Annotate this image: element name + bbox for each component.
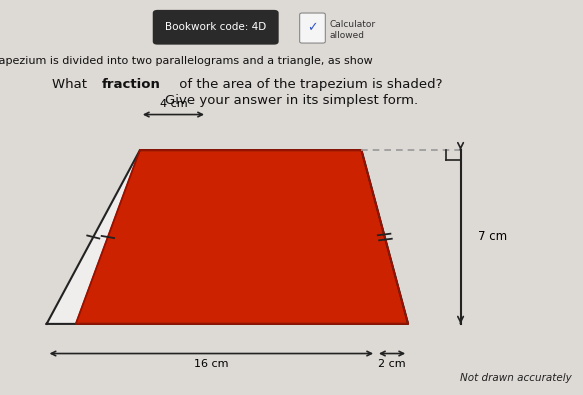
Text: Calculator: Calculator [329, 21, 375, 29]
Polygon shape [76, 150, 408, 324]
Text: ✓: ✓ [307, 22, 318, 34]
FancyBboxPatch shape [153, 10, 279, 45]
Text: fraction: fraction [102, 79, 161, 91]
Text: rapezium is divided into two parallelograms and a triangle, as show: rapezium is divided into two parallelogr… [0, 56, 373, 66]
Text: Not drawn accurately: Not drawn accurately [459, 373, 571, 383]
Text: Bookwork code: 4D: Bookwork code: 4D [165, 22, 266, 32]
Text: Give your answer in its simplest form.: Give your answer in its simplest form. [165, 94, 418, 107]
Text: 2 cm: 2 cm [378, 359, 406, 369]
Text: 7 cm: 7 cm [478, 231, 507, 243]
Text: What: What [52, 79, 92, 91]
FancyBboxPatch shape [300, 13, 325, 43]
Polygon shape [47, 150, 408, 324]
Text: of the area of the trapezium is shaded?: of the area of the trapezium is shaded? [175, 79, 442, 91]
Text: allowed: allowed [329, 31, 364, 40]
Text: 4 cm: 4 cm [160, 99, 187, 109]
Text: 16 cm: 16 cm [194, 359, 229, 369]
